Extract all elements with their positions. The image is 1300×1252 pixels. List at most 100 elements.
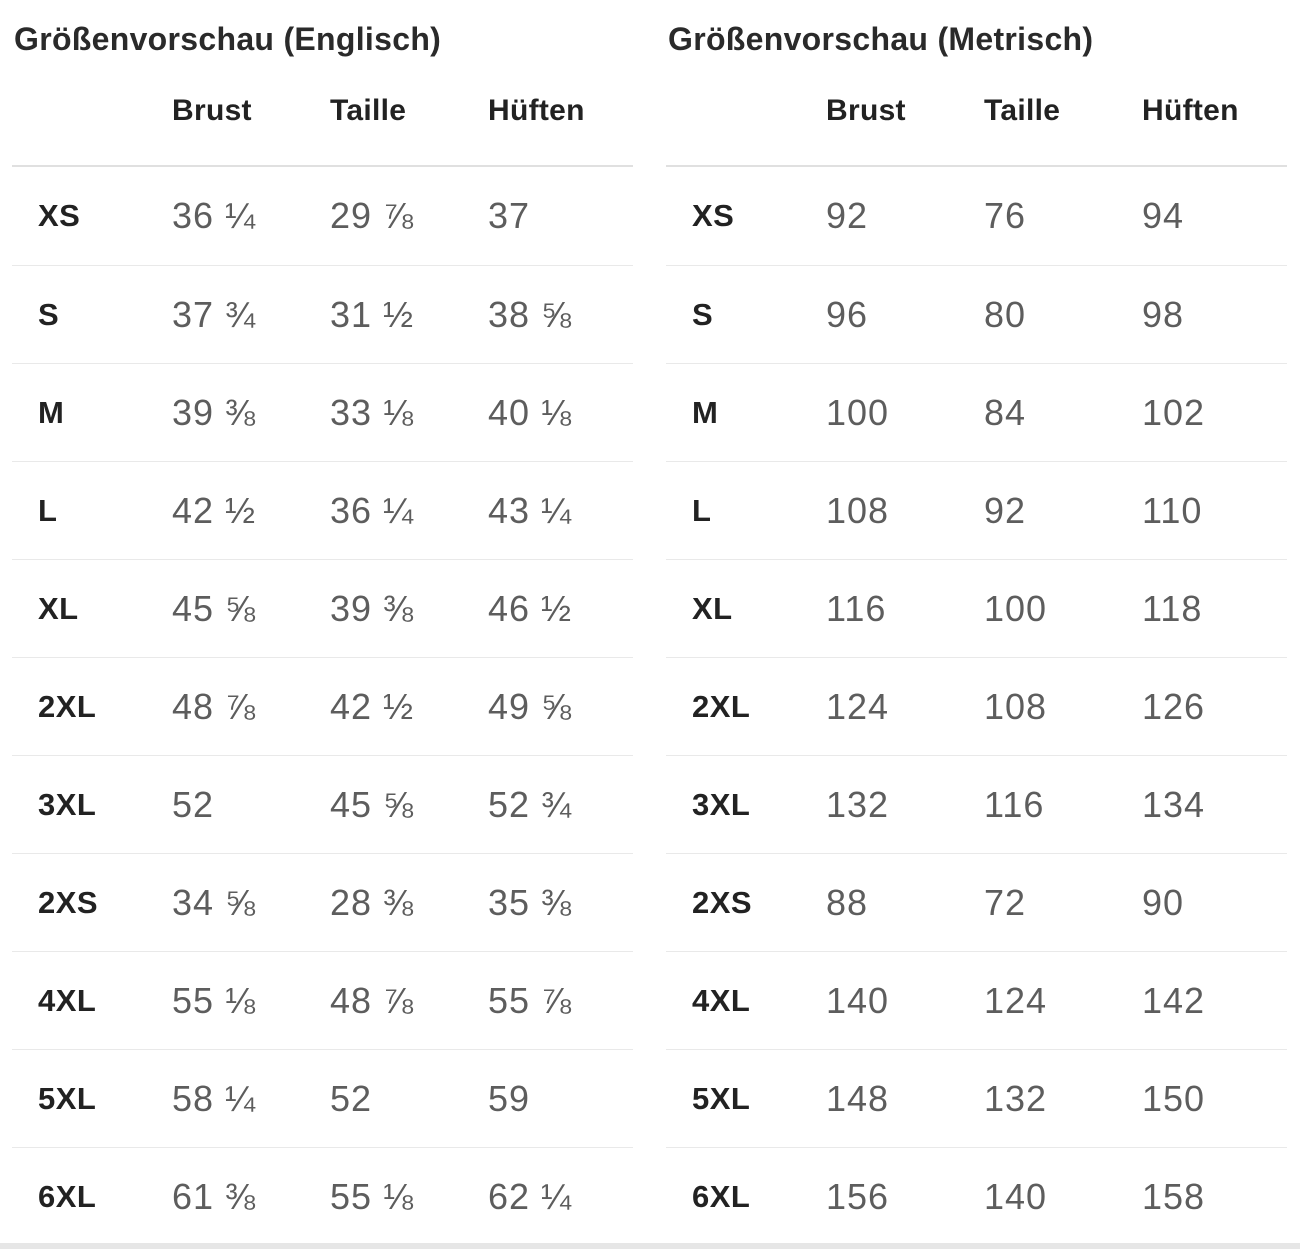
chest-value: 42 ½ (172, 489, 257, 531)
table-row: 2XL 48 ⅞ 42 ½ 49 ⅝ (12, 657, 633, 755)
waist-value: 29 ⅞ (330, 195, 415, 236)
size-table-metric: Größenvorschau (Metrisch) Brust Taille H… (666, 0, 1287, 1245)
size-table-english-title: Größenvorschau (Englisch) (14, 21, 442, 57)
size-label: 3XL (692, 786, 751, 822)
chest-value: 96 (826, 293, 869, 335)
size-table-metric-header-row: Brust Taille Hüften (666, 58, 1287, 167)
chest-value: 156 (826, 1175, 890, 1217)
table-row: M 39 ⅜ 33 ⅛ 40 ⅛ (12, 363, 633, 461)
chest-value: 92 (826, 195, 869, 236)
hips-value: 142 (1142, 979, 1206, 1021)
size-label: L (38, 492, 58, 528)
hips-value: 55 ⅞ (488, 979, 573, 1021)
waist-value: 92 (984, 489, 1027, 531)
size-label: M (38, 394, 65, 430)
hips-value: 62 ¼ (488, 1175, 573, 1217)
waist-value: 76 (984, 195, 1027, 236)
waist-value: 116 (984, 783, 1045, 825)
size-label: 6XL (692, 1178, 751, 1214)
table-row: 6XL 61 ⅜ 55 ⅛ 62 ¼ (12, 1147, 633, 1245)
hips-value: 52 ¾ (488, 783, 573, 825)
hips-value: 90 (1142, 881, 1185, 923)
waist-value: 33 ⅛ (330, 391, 415, 433)
table-row: 5XL 58 ¼ 52 59 (12, 1049, 633, 1147)
header-size-spacer (38, 94, 172, 165)
header-chest: Brust (826, 94, 906, 127)
table-row: M 100 84 102 (666, 363, 1287, 461)
chest-value: 140 (826, 979, 890, 1021)
table-row: 3XL 52 45 ⅝ 52 ¾ (12, 755, 633, 853)
size-label: XL (692, 590, 733, 626)
table-row: 6XL 156 140 158 (666, 1147, 1287, 1245)
table-row: S 96 80 98 (666, 265, 1287, 363)
hips-value: 158 (1142, 1175, 1206, 1217)
hips-value: 46 ½ (488, 587, 573, 629)
chest-value: 52 (172, 783, 215, 825)
size-label: 2XL (692, 688, 751, 724)
chest-value: 108 (826, 489, 890, 531)
chest-value: 55 ⅛ (172, 979, 257, 1021)
table-row: 5XL 148 132 150 (666, 1049, 1287, 1147)
chest-value: 36 ¼ (172, 195, 257, 236)
header-hips: Hüften (1142, 94, 1239, 127)
size-label: 2XS (692, 884, 753, 920)
table-row: XL 45 ⅝ 39 ⅜ 46 ½ (12, 559, 633, 657)
hips-value: 150 (1142, 1077, 1206, 1119)
header-chest: Brust (172, 94, 252, 127)
table-row: XS 36 ¼ 29 ⅞ 37 (12, 167, 633, 265)
hips-value: 43 ¼ (488, 489, 573, 531)
waist-value: 52 (330, 1077, 373, 1119)
chest-value: 45 ⅝ (172, 587, 257, 629)
hips-value: 118 (1142, 587, 1203, 629)
size-table-metric-body: XS 92 76 94 S 96 80 98 M 100 84 102 L 10… (666, 167, 1287, 1245)
table-row: L 42 ½ 36 ¼ 43 ¼ (12, 461, 633, 559)
hips-value: 102 (1142, 391, 1206, 433)
table-row: L 108 92 110 (666, 461, 1287, 559)
size-table-english: Größenvorschau (Englisch) Brust Taille H… (12, 0, 633, 1245)
size-label: 2XL (38, 688, 97, 724)
hips-value: 38 ⅝ (488, 293, 573, 335)
size-label: 5XL (692, 1080, 751, 1116)
size-label: M (692, 394, 719, 430)
header-hips: Hüften (488, 94, 585, 127)
table-row: 4XL 140 124 142 (666, 951, 1287, 1049)
chest-value: 88 (826, 881, 869, 923)
size-label: S (38, 296, 60, 332)
waist-value: 42 ½ (330, 685, 415, 727)
table-row: XL 116 100 118 (666, 559, 1287, 657)
header-size-spacer (692, 94, 826, 165)
size-label: 2XS (38, 884, 99, 920)
waist-value: 80 (984, 293, 1027, 335)
table-row: 4XL 55 ⅛ 48 ⅞ 55 ⅞ (12, 951, 633, 1049)
waist-value: 39 ⅜ (330, 587, 415, 629)
size-label: 3XL (38, 786, 97, 822)
size-label: 6XL (38, 1178, 97, 1214)
waist-value: 31 ½ (330, 293, 415, 335)
waist-value: 140 (984, 1175, 1048, 1217)
table-row: 2XL 124 108 126 (666, 657, 1287, 755)
waist-value: 45 ⅝ (330, 783, 415, 825)
size-label: 4XL (38, 982, 97, 1018)
waist-value: 28 ⅜ (330, 881, 415, 923)
waist-value: 55 ⅛ (330, 1175, 415, 1217)
waist-value: 124 (984, 979, 1048, 1021)
size-table-metric-title: Größenvorschau (Metrisch) (668, 21, 1094, 57)
hips-value: 134 (1142, 783, 1206, 825)
table-row: 2XS 34 ⅝ 28 ⅜ 35 ⅜ (12, 853, 633, 951)
hips-value: 59 (488, 1077, 531, 1119)
waist-value: 36 ¼ (330, 489, 415, 531)
table-row: 3XL 132 116 134 (666, 755, 1287, 853)
waist-value: 100 (984, 587, 1048, 629)
chest-value: 132 (826, 783, 890, 825)
waist-value: 132 (984, 1077, 1048, 1119)
size-label: XS (38, 198, 81, 233)
hips-value: 110 (1142, 489, 1203, 531)
waist-value: 48 ⅞ (330, 979, 415, 1021)
hips-value: 49 ⅝ (488, 685, 573, 727)
size-table-english-header-row: Brust Taille Hüften (12, 58, 633, 167)
chest-value: 34 ⅝ (172, 881, 257, 923)
chest-value: 39 ⅜ (172, 391, 257, 433)
hips-value: 40 ⅛ (488, 391, 573, 433)
size-label: S (692, 296, 714, 332)
